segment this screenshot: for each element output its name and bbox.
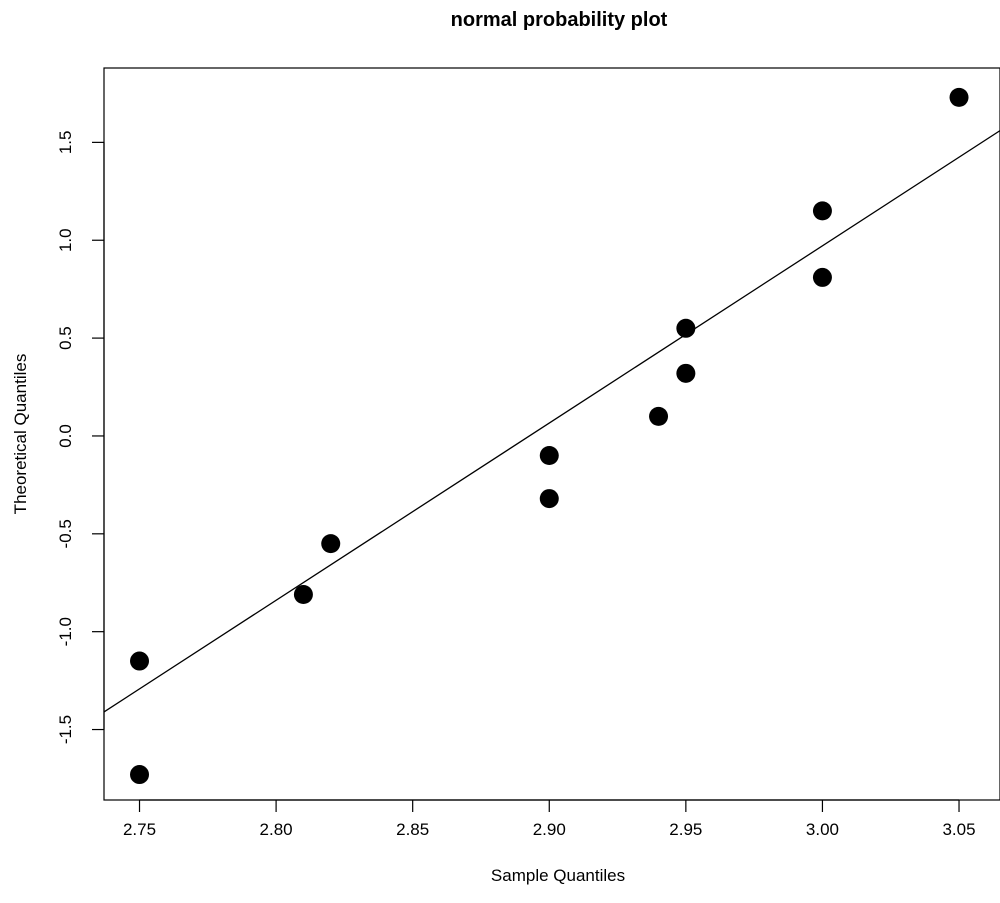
x-tick-label: 2.75	[123, 820, 156, 839]
data-point	[649, 406, 669, 426]
data-point	[293, 584, 313, 604]
reference-line-layer	[103, 130, 1000, 713]
chart-title: normal probability plot	[451, 9, 668, 31]
x-tick-label: 2.85	[396, 820, 429, 839]
x-tick-label: 2.95	[669, 820, 702, 839]
reference-line	[103, 130, 1000, 713]
plot-frame	[103, 67, 1000, 801]
y-axis: -1.5 -1.0 -0.5 0.0 0.5 1.0 1.5	[56, 131, 105, 744]
data-point	[130, 765, 150, 785]
data-point	[321, 534, 341, 554]
y-axis-label: Theoretical Quantiles	[11, 354, 30, 515]
y-tick-label: 1.5	[56, 131, 75, 155]
y-tick-label: 0.0	[56, 424, 75, 448]
data-point	[812, 201, 832, 221]
data-point	[539, 489, 559, 509]
x-axis: 2.75 2.80 2.85 2.90 2.95 3.00 3.05	[123, 799, 976, 839]
x-axis-label: Sample Quantiles	[491, 866, 625, 885]
y-tick-label: -1.0	[56, 617, 75, 646]
data-point	[130, 651, 150, 671]
data-point	[812, 267, 832, 287]
x-tick-label: 2.80	[260, 820, 293, 839]
y-tick-label: -0.5	[56, 519, 75, 548]
data-point	[949, 87, 969, 107]
y-tick-label: -1.5	[56, 715, 75, 744]
data-point	[676, 363, 696, 383]
data-point	[676, 318, 696, 338]
y-tick-label: 0.5	[56, 326, 75, 350]
x-tick-label: 3.05	[942, 820, 975, 839]
x-tick-label: 3.00	[806, 820, 839, 839]
data-points-layer	[130, 87, 969, 785]
x-tick-label: 2.90	[533, 820, 566, 839]
data-point	[539, 446, 559, 466]
y-tick-label: 1.0	[56, 228, 75, 252]
